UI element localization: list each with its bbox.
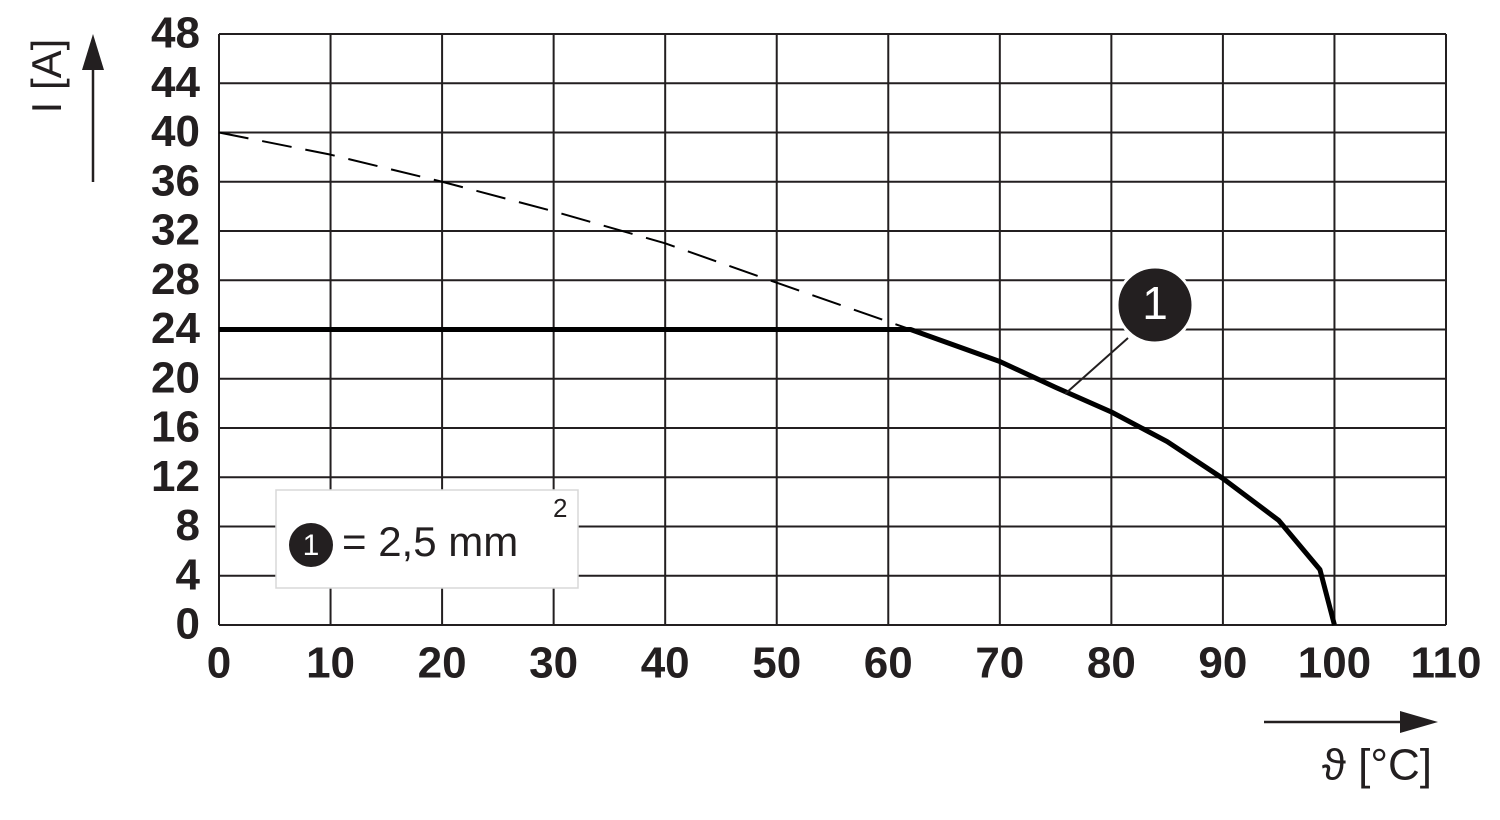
callout-label: 1 (1142, 277, 1168, 329)
y-tick-label: 12 (151, 452, 200, 501)
x-tick-label: 60 (864, 639, 913, 688)
y-axis-arrowhead (82, 34, 104, 70)
y-tick-label: 44 (151, 58, 200, 107)
x-axis-arrowhead (1400, 711, 1438, 733)
legend-text: = 2,5 mm (342, 518, 518, 565)
x-tick-label: 30 (529, 639, 578, 688)
lines (218, 131, 1337, 626)
legend-marker (289, 523, 333, 567)
y-tick-label: 36 (151, 156, 200, 205)
y-tick-label: 8 (176, 501, 200, 550)
x-tick-label: 70 (975, 639, 1024, 688)
y-tick-label: 28 (151, 255, 200, 304)
legend-marker-label: 1 (303, 529, 320, 562)
x-axis-label: ϑ [°C] (1322, 741, 1432, 790)
legend-superscript: 2 (553, 493, 567, 523)
y-tick-label: 20 (151, 353, 200, 402)
x-tick-label: 90 (1198, 639, 1247, 688)
x-tick-label: 100 (1298, 639, 1371, 688)
y-tick-label: 16 (151, 403, 200, 452)
callout-leader (1064, 337, 1129, 395)
x-tick-label: 10 (306, 639, 355, 688)
y-tick-label: 32 (151, 206, 200, 255)
x-tick-label: 20 (418, 639, 467, 688)
y-axis-label: I [A] (23, 39, 70, 114)
x-tick-label: 50 (752, 639, 801, 688)
x-tick-label: 110 (1411, 639, 1482, 688)
y-tick-label: 0 (176, 600, 200, 649)
x-tick-label: 80 (1087, 639, 1136, 688)
y-tick-label: 4 (176, 550, 201, 599)
x-tick-label: 40 (641, 639, 690, 688)
x-tick-label: 0 (207, 639, 231, 688)
dashed-line (218, 131, 911, 331)
y-tick-label: 24 (151, 304, 200, 353)
solid-line (219, 327, 1337, 626)
callout-circle (1115, 265, 1195, 345)
y-tick-label: 40 (151, 107, 200, 156)
y-tick-label: 48 (151, 9, 200, 58)
